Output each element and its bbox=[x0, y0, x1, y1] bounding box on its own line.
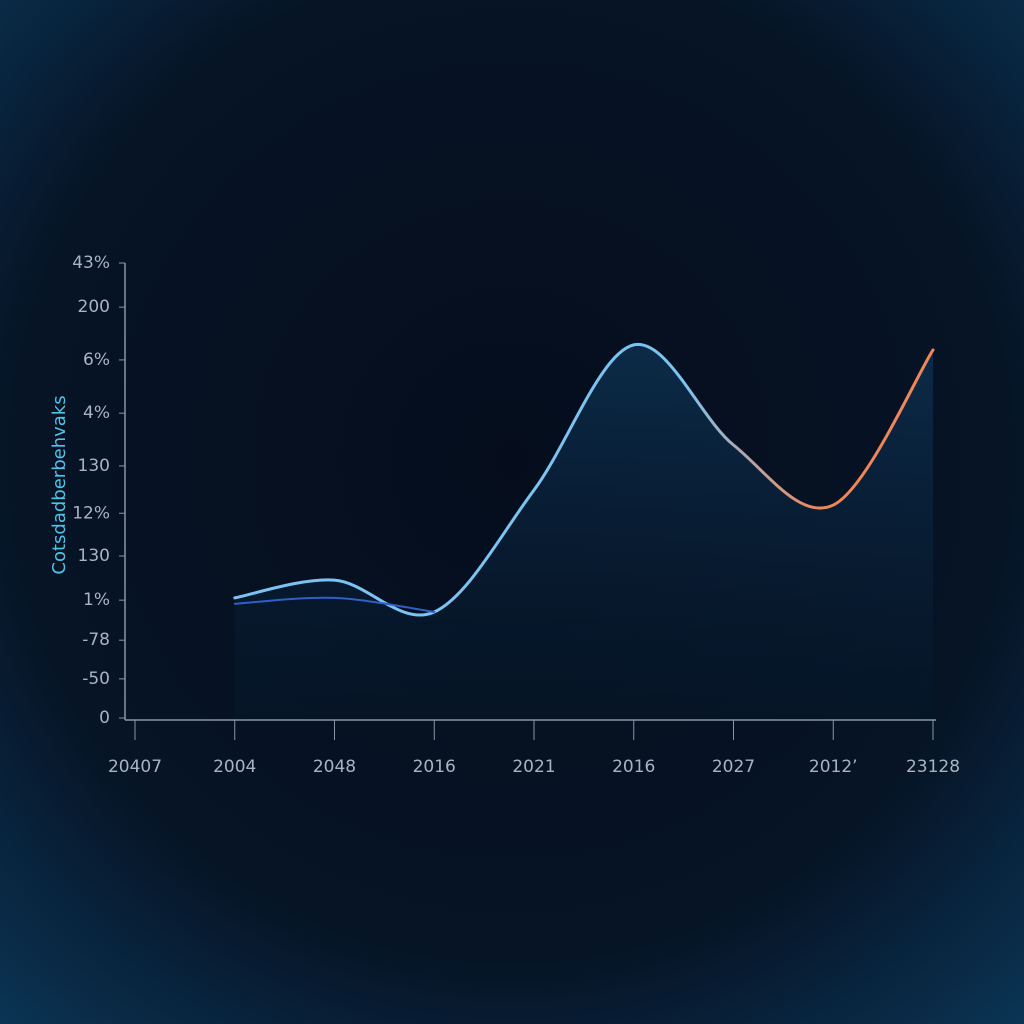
y-tick-label: 12% bbox=[72, 503, 110, 523]
y-tick-label: 1% bbox=[83, 590, 110, 610]
x-tick-label: 20407 bbox=[108, 757, 162, 777]
y-axis-label: Cotsdadberbehvaks bbox=[49, 395, 70, 574]
line bbox=[233, 596, 436, 613]
y-tick-label: 6% bbox=[83, 350, 110, 370]
x-tick-label: 2021 bbox=[512, 757, 555, 777]
x-tick-label: 2004 bbox=[213, 757, 256, 777]
y-tick-label: -50 bbox=[82, 669, 110, 689]
x-tick-label: 2012’ bbox=[809, 757, 858, 777]
y-tick-label: -78 bbox=[82, 630, 110, 650]
x-tick-label: 2027 bbox=[712, 757, 755, 777]
y-tick-label: 0 bbox=[99, 708, 110, 728]
y-tick-label: 130 bbox=[78, 546, 110, 566]
y-tick-label: 4% bbox=[83, 403, 110, 423]
y-tick-label: 130 bbox=[78, 456, 110, 476]
line bbox=[233, 343, 935, 617]
x-tick-label: 2048 bbox=[313, 757, 356, 777]
x-tick-label: 2016 bbox=[612, 757, 655, 777]
area bbox=[234, 344, 933, 718]
y-tick-label: 200 bbox=[78, 297, 110, 317]
x-tick-label: 2016 bbox=[413, 757, 456, 777]
x-tick-label: 23128 bbox=[906, 757, 960, 777]
y-tick-label: 43% bbox=[72, 253, 110, 273]
